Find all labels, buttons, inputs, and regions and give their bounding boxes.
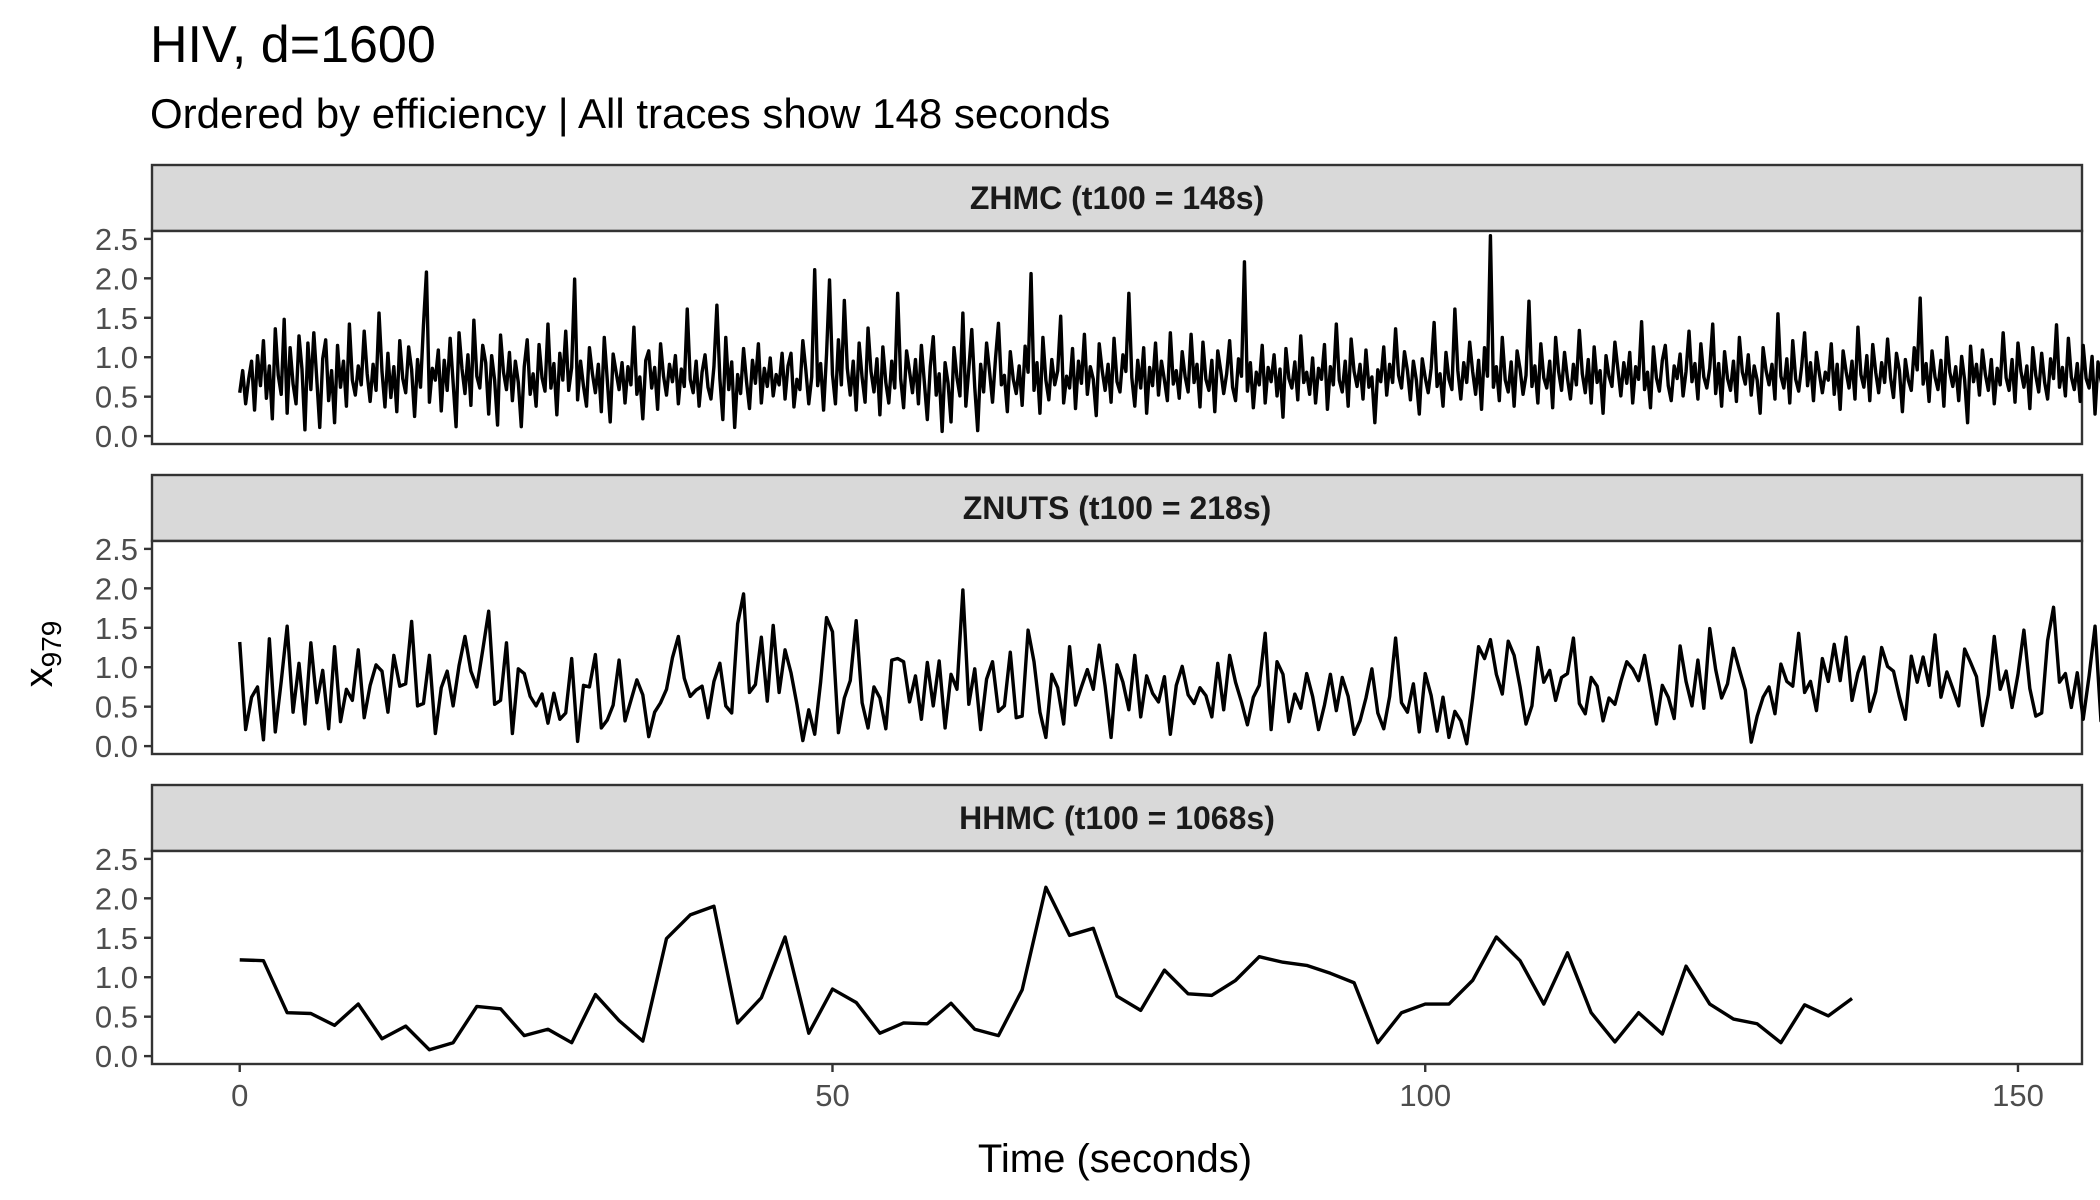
y-tick-label: 1.5 [95, 611, 138, 646]
y-axis-title: x979 [17, 621, 67, 688]
x-tick-label: 50 [815, 1078, 849, 1113]
y-tick-label: 2.0 [95, 881, 138, 916]
facet-strip [150, 473, 2084, 543]
facet-panel: ZNUTS (t100 = 218s) 0.0 0.5 1.0 1.5 2.0 2.5 [95, 473, 2100, 764]
facet-strip-label: HHMC (t100 = 1068s) [959, 800, 1275, 836]
facet-strip-label: ZNUTS (t100 = 218s) [963, 490, 1272, 526]
facet-panel: HHMC (t100 = 1068s) 0.0 0.5 1.0 1.5 2.0 2.5 0 50… [95, 783, 2084, 1113]
y-tick-label: 0.0 [95, 729, 138, 764]
x-tick-label: 0 [231, 1078, 248, 1113]
y-tick-label: 0.0 [95, 1039, 138, 1074]
y-tick-label: 0.5 [95, 690, 138, 725]
y-tick-label: 1.0 [95, 650, 138, 685]
svg-text:x979: x979 [17, 621, 67, 688]
y-axis-title-base: x [17, 667, 61, 687]
y-tick-label: 2.5 [95, 222, 138, 257]
chart-title: HIV, d=1600 [150, 16, 436, 74]
y-tick-label: 1.5 [95, 921, 138, 956]
x-tick-label: 150 [1992, 1078, 2044, 1113]
trace-line [239, 885, 1854, 1052]
y-tick-label: 0.0 [95, 419, 138, 454]
y-tick-label: 2.5 [95, 842, 138, 877]
y-tick-label: 2.5 [95, 532, 138, 567]
y-tick-label: 2.0 [95, 261, 138, 296]
panel-background [150, 849, 2084, 1066]
x-tick-label: 100 [1399, 1078, 1451, 1113]
facet-panel: ZHMC (t100 = 148s) 0.0 0.5 1.0 1.5 2.0 2.5 [95, 163, 2100, 454]
y-tick-label: 1.0 [95, 340, 138, 375]
y-tick-label: 0.5 [95, 1000, 138, 1035]
chart-subtitle: Ordered by efficiency | All traces show … [150, 90, 1111, 137]
y-tick-label: 1.0 [95, 960, 138, 995]
x-axis-title: Time (seconds) [978, 1137, 1252, 1181]
trace-line [238, 588, 2100, 746]
y-axis-title-subscript: 979 [36, 621, 67, 668]
y-tick-label: 2.0 [95, 571, 138, 606]
facet-strip-label: ZHMC (t100 = 148s) [970, 180, 1264, 216]
y-tick-label: 1.5 [95, 301, 138, 336]
y-tick-label: 0.5 [95, 380, 138, 415]
trace-line [238, 234, 2100, 434]
panel-background [150, 539, 2084, 756]
